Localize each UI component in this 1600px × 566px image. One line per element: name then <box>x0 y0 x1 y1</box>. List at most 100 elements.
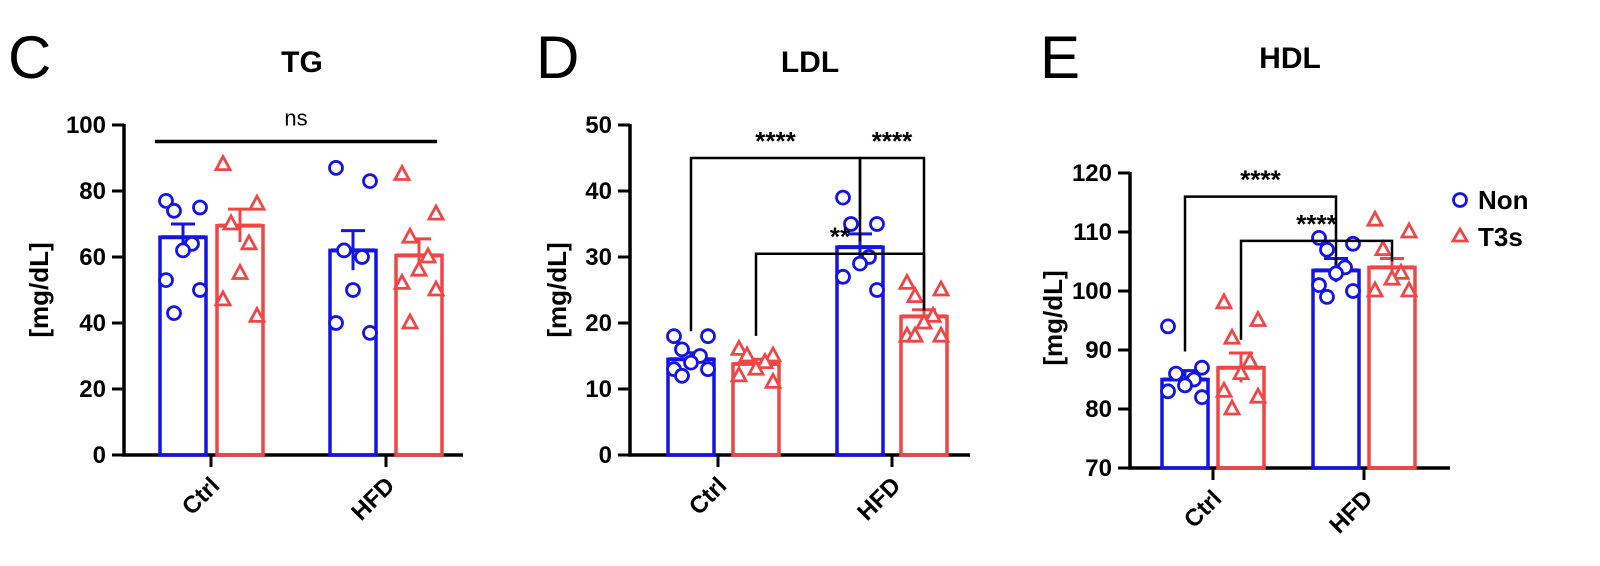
data-point <box>192 199 208 216</box>
data-point <box>1248 386 1268 404</box>
data-point <box>755 351 775 370</box>
y-axis-label: [mg/dL] <box>24 242 54 337</box>
data-point <box>674 341 690 358</box>
significance-label: **** <box>755 126 796 156</box>
significance-bracket <box>1239 239 1394 340</box>
data-point <box>674 367 690 384</box>
data-point <box>897 272 917 290</box>
legend-label: Non <box>1478 185 1529 215</box>
data-point <box>400 312 420 330</box>
x-tick-label: HFD <box>852 472 906 526</box>
panel-hdl: E HDL [mg/dL] 70 80 90 100 110 120 Ctrl HFD ****… <box>1038 24 1450 539</box>
y-tick-label: 120 <box>1072 160 1112 187</box>
y-tick-label: 50 <box>585 112 612 139</box>
panel-letter: C <box>8 24 51 91</box>
data-point <box>746 358 766 376</box>
data-point <box>729 364 749 383</box>
chart-title: HDL <box>1259 42 1321 75</box>
y-tick-label: 80 <box>79 178 106 205</box>
bar <box>215 223 265 457</box>
data-point <box>737 345 757 363</box>
data-point <box>166 202 182 219</box>
significance-label: ns <box>284 106 307 131</box>
data-point <box>409 259 429 277</box>
chart-title: LDL <box>781 46 839 79</box>
data-point <box>1214 291 1234 310</box>
plot-area: 70 80 90 100 110 120 Ctrl HFD **** **** <box>1072 160 1450 539</box>
legend-label: T3s <box>1478 222 1523 252</box>
data-point <box>426 203 446 221</box>
data-point <box>1168 365 1184 382</box>
data-point <box>763 345 783 363</box>
data-point <box>763 371 783 389</box>
data-point <box>362 324 378 341</box>
data-point <box>835 189 851 206</box>
x-tick-label: Ctrl <box>1179 485 1227 533</box>
legend-item-non: Non <box>1452 185 1529 215</box>
data-point <box>213 153 233 172</box>
data-point <box>192 282 208 298</box>
y-tick-label: 20 <box>79 376 106 403</box>
significance-bracket <box>858 156 926 311</box>
x-tick-label: Ctrl <box>684 472 732 520</box>
y-axis-label: [mg/dL] <box>542 242 572 337</box>
y-tick-label: 100 <box>66 112 106 139</box>
data-point <box>1222 398 1242 416</box>
data-point <box>923 305 943 323</box>
data-point <box>1365 209 1385 227</box>
data-point <box>175 242 191 259</box>
y-tick-label: 90 <box>1085 337 1112 364</box>
legend-circle-marker <box>1452 192 1468 208</box>
y-tick-label: 40 <box>79 310 106 337</box>
y-tick-label: 70 <box>1085 455 1112 482</box>
data-point <box>247 193 267 211</box>
data-point <box>158 272 174 289</box>
significance-bracket <box>754 252 926 336</box>
data-point <box>354 249 370 265</box>
data-point <box>835 268 851 285</box>
data-point <box>700 361 716 378</box>
panel-tg: C TG [mg/dL] 0 20 40 60 80 100 Ctrl HFD ns <box>8 24 463 526</box>
data-point <box>700 328 716 345</box>
data-point <box>1160 318 1176 335</box>
y-axis-label: [mg/dL] <box>1038 270 1068 365</box>
plot-area: 0 20 40 60 80 100 Ctrl HFD ns <box>66 106 463 526</box>
data-point <box>905 325 925 343</box>
data-point <box>1311 277 1327 294</box>
data-point <box>852 255 868 272</box>
data-point <box>1319 288 1335 305</box>
x-tick-label: HFD <box>346 472 400 526</box>
data-point <box>869 216 885 232</box>
data-point <box>1194 359 1210 376</box>
chart-title: TG <box>281 46 323 79</box>
significance-label: ** <box>830 222 851 252</box>
data-point <box>666 328 682 345</box>
data-point <box>1399 280 1419 298</box>
data-point <box>1248 309 1268 327</box>
legend-item-t3s: T3s <box>1450 222 1523 252</box>
data-point <box>1231 362 1251 381</box>
data-point <box>931 325 951 343</box>
data-point <box>1399 221 1419 239</box>
data-point <box>843 216 859 232</box>
legend-triangle-marker <box>1450 226 1470 243</box>
data-point <box>683 354 699 371</box>
data-point <box>1214 380 1234 398</box>
data-point <box>1319 241 1335 258</box>
data-point <box>1194 389 1210 406</box>
data-point <box>392 272 412 290</box>
data-point <box>729 338 749 356</box>
data-point <box>426 279 446 297</box>
panel-letter: D <box>536 24 579 91</box>
data-point <box>1345 283 1361 299</box>
y-tick-label: 100 <box>1072 278 1112 305</box>
data-point <box>1373 238 1393 257</box>
data-point <box>166 305 182 322</box>
y-tick-label: 40 <box>585 178 612 205</box>
bar <box>158 235 208 457</box>
data-point <box>1240 350 1260 369</box>
data-point <box>931 279 951 297</box>
data-point <box>328 315 344 331</box>
data-point <box>1328 265 1344 282</box>
